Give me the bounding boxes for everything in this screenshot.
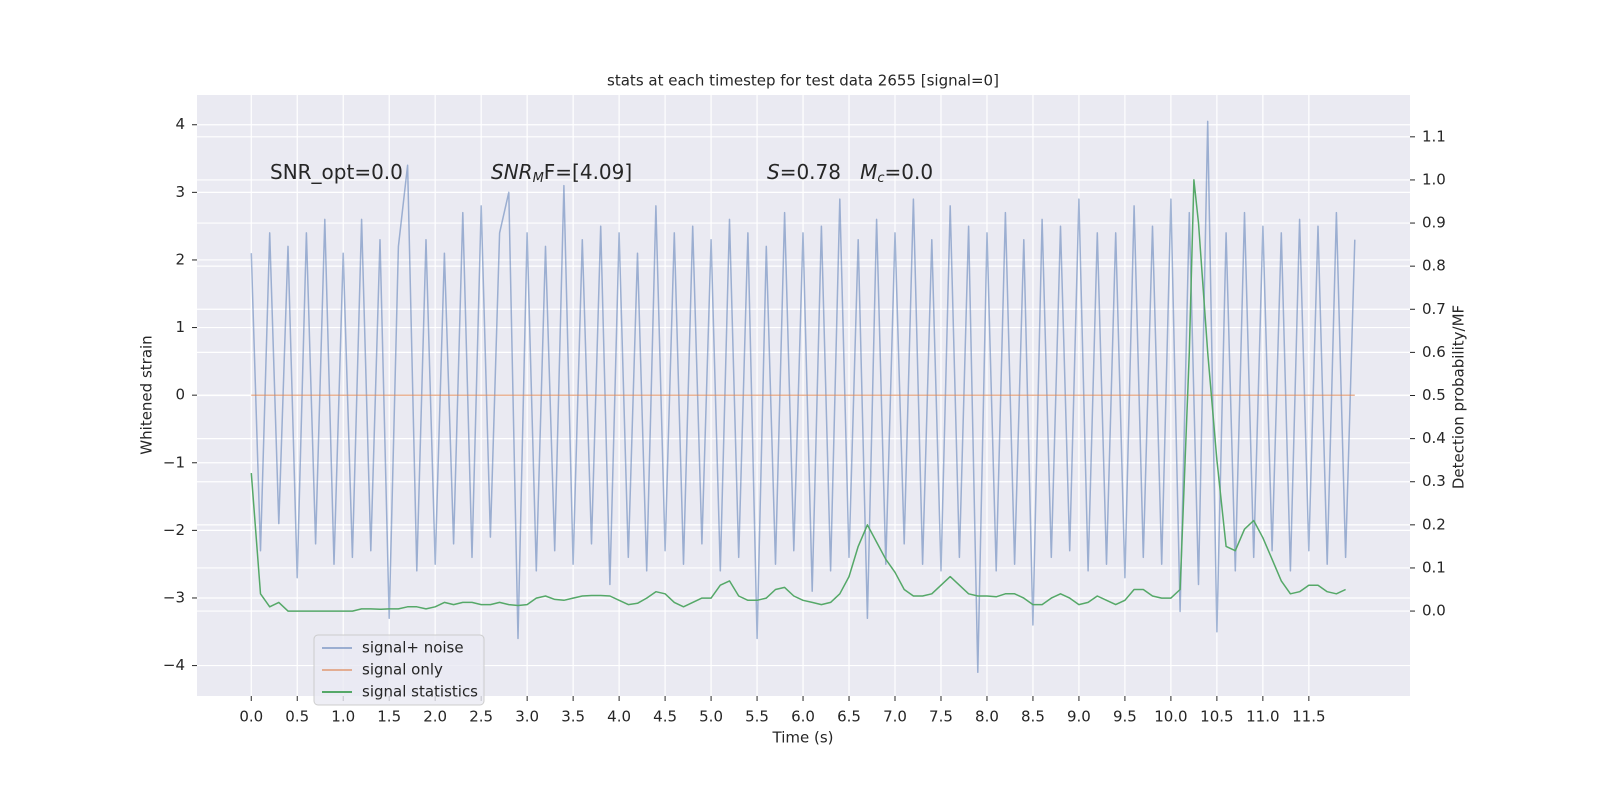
x-tick-label: 0.0 — [239, 708, 263, 726]
y-tick-label: −2 — [163, 521, 185, 539]
chart-title: stats at each timestep for test data 265… — [607, 72, 999, 90]
x-tick-label: 11.5 — [1292, 708, 1325, 726]
annotation-part: S — [767, 160, 780, 184]
annotation-part: SNR — [491, 160, 533, 184]
legend-label: signal only — [362, 661, 443, 679]
y2-tick-label: 0.6 — [1422, 343, 1446, 361]
x-tick-label: 10.5 — [1200, 708, 1233, 726]
x-tick-label: 7.0 — [883, 708, 907, 726]
y-axis-label: Whitened strain — [138, 335, 156, 454]
x-tick-label: 9.0 — [1067, 708, 1091, 726]
legend-label: signal+ noise — [362, 639, 464, 657]
x-tick-label: 5.5 — [745, 708, 769, 726]
y-tick-label: 3 — [175, 183, 185, 201]
y2-tick-label: 0.1 — [1422, 558, 1446, 576]
annotation-part: M — [860, 160, 877, 184]
x-tick-label: 6.0 — [791, 708, 815, 726]
x-tick-label: 3.0 — [515, 708, 539, 726]
y-tick-label: 0 — [175, 386, 185, 404]
y2-tick-label: 0.9 — [1422, 214, 1446, 232]
x-axis-label: Time (s) — [772, 729, 834, 747]
annotation: SNR_opt=0.0 — [270, 160, 403, 184]
y-tick-label: 1 — [175, 318, 185, 336]
y-tick-label: −3 — [163, 588, 185, 606]
x-tick-label: 1.0 — [331, 708, 355, 726]
x-tick-label: 8.0 — [975, 708, 999, 726]
x-tick-label: 1.5 — [377, 708, 401, 726]
y2-tick-label: 0.3 — [1422, 472, 1446, 490]
y2-tick-label: 1.1 — [1422, 127, 1446, 145]
y2-tick-label: 1.0 — [1422, 170, 1446, 188]
legend-box — [313, 634, 485, 706]
legend-label: signal statistics — [362, 683, 478, 701]
annotation-part: =0.0 — [885, 160, 934, 184]
y-tick-label: 4 — [175, 115, 185, 133]
x-tick-label: 2.0 — [423, 708, 447, 726]
x-tick-label: 7.5 — [929, 708, 953, 726]
x-tick-label: 8.5 — [1021, 708, 1045, 726]
annotation-part: M — [533, 171, 544, 186]
x-tick-label: 9.5 — [1113, 708, 1137, 726]
x-tick-label: 11.0 — [1246, 708, 1279, 726]
annotation-part: =0.78 — [780, 160, 860, 184]
x-tick-label: 2.5 — [469, 708, 493, 726]
x-tick-label: 10.0 — [1154, 708, 1187, 726]
annotation-part: c — [877, 171, 884, 186]
annotation: S=0.78 Mc=0.0 — [767, 160, 933, 186]
x-tick-label: 0.5 — [285, 708, 309, 726]
x-tick-label: 4.5 — [653, 708, 677, 726]
y-tick-label: 2 — [175, 250, 185, 268]
annotation-part: SNR_opt=0.0 — [270, 160, 403, 184]
y2-tick-label: 0.0 — [1422, 602, 1446, 620]
y2-tick-label: 0.7 — [1422, 300, 1446, 318]
y2-tick-label: 0.5 — [1422, 386, 1446, 404]
y2-tick-label: 0.2 — [1422, 515, 1446, 533]
annotation: SNRMF=[4.09] — [491, 160, 632, 186]
x-tick-label: 5.0 — [699, 708, 723, 726]
y2-tick-label: 0.8 — [1422, 257, 1446, 275]
data-line — [250, 120, 1356, 674]
y-tick-label: −1 — [163, 453, 185, 471]
data-line — [250, 179, 1346, 612]
y2-axis-label: Detection probability/MF — [1450, 305, 1468, 489]
x-tick-label: 6.5 — [837, 708, 861, 726]
y2-tick-label: 0.4 — [1422, 429, 1446, 447]
y-tick-label: −4 — [163, 656, 185, 674]
annotation-part: F=[4.09] — [544, 160, 632, 184]
x-tick-label: 4.0 — [607, 708, 631, 726]
x-tick-label: 3.5 — [561, 708, 585, 726]
